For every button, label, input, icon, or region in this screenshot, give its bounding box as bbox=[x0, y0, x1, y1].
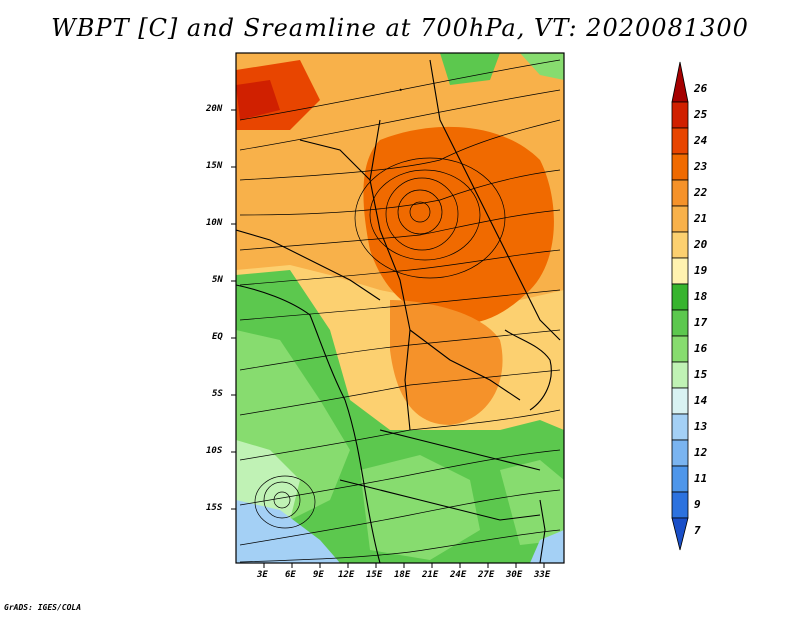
colorbar-swatch bbox=[671, 465, 689, 493]
colorbar-swatch bbox=[671, 257, 689, 285]
colorbar-label-15: 15 bbox=[694, 368, 708, 381]
southwest-light-blue bbox=[236, 500, 340, 563]
colorbar-swatch bbox=[671, 153, 689, 181]
lat-label-eq: EQ bbox=[212, 332, 223, 342]
colorbar-label-18: 18 bbox=[694, 290, 708, 303]
colorbar-swatch bbox=[671, 179, 689, 207]
colorbar-label-7: 7 bbox=[694, 524, 701, 537]
colorbar-swatch bbox=[671, 361, 689, 389]
colorbar-label-9: 9 bbox=[694, 498, 701, 511]
colorbar-label-11: 11 bbox=[694, 472, 708, 485]
colorbar-swatch bbox=[671, 101, 689, 129]
colorbar-swatch bbox=[671, 387, 689, 415]
colorbar-swatch bbox=[671, 335, 689, 363]
grads-credit: GrADS: IGES/COLA bbox=[4, 603, 82, 612]
colorbar-label-20: 20 bbox=[694, 238, 708, 251]
colorbar-label-17: 17 bbox=[694, 316, 708, 329]
map-frame bbox=[235, 52, 565, 564]
central-dark-orange bbox=[363, 126, 554, 324]
lat-label-5n: 5N bbox=[212, 275, 223, 285]
streamlines bbox=[239, 59, 561, 563]
colorbar-label-25: 25 bbox=[694, 108, 708, 121]
colorbar-label-24: 24 bbox=[694, 134, 708, 147]
colorbar-label-12: 12 bbox=[694, 446, 708, 459]
colorbar-swatch bbox=[671, 309, 689, 337]
colorbar-label-16: 16 bbox=[694, 342, 708, 355]
colorbar-label-19: 19 bbox=[694, 264, 708, 277]
lat-label-20n: 20N bbox=[206, 104, 223, 114]
lon-label-6e: 6E bbox=[285, 570, 296, 580]
colorbar-label-23: 23 bbox=[694, 160, 708, 173]
lon-label-30e: 30E bbox=[506, 570, 523, 580]
colorbar-label-26: 26 bbox=[694, 82, 708, 95]
lat-label-5s: 5S bbox=[212, 389, 223, 399]
lon-label-24e: 24E bbox=[450, 570, 467, 580]
lat-label-15n: 15N bbox=[206, 161, 223, 171]
chart-title: WBPT [C] and Sreamline at 700hPa, VT: 20… bbox=[51, 14, 749, 42]
colorbar-label-22: 22 bbox=[694, 186, 708, 199]
lat-label-10n: 10N bbox=[206, 218, 223, 228]
lon-label-12e: 12E bbox=[338, 570, 355, 580]
lat-ticks bbox=[231, 109, 236, 510]
lon-label-3e: 3E bbox=[257, 570, 268, 580]
colorbar-swatch bbox=[671, 283, 689, 311]
lon-label-27e: 27E bbox=[478, 570, 495, 580]
lon-label-33e: 33E bbox=[534, 570, 551, 580]
colorbar-swatch bbox=[671, 413, 689, 441]
lon-label-9e: 9E bbox=[313, 570, 324, 580]
lon-ticks bbox=[263, 563, 545, 568]
lon-label-15e: 15E bbox=[366, 570, 383, 580]
colorbar-label-21: 21 bbox=[694, 212, 708, 225]
colorbar-bottom-arrow bbox=[671, 517, 689, 551]
temperature-field bbox=[236, 53, 564, 563]
lon-label-18e: 18E bbox=[394, 570, 411, 580]
colorbar-swatch bbox=[671, 439, 689, 467]
colorbar-swatch bbox=[671, 491, 689, 519]
lon-label-21e: 21E bbox=[422, 570, 439, 580]
lat-label-10s: 10S bbox=[206, 446, 223, 456]
colorbar-swatch bbox=[671, 127, 689, 155]
colorbar-label-14: 14 bbox=[694, 394, 708, 407]
colorbar-top-arrow bbox=[671, 61, 689, 103]
colorbar-swatch bbox=[671, 205, 689, 233]
colorbar bbox=[671, 61, 689, 551]
lat-label-15s: 15S bbox=[206, 503, 223, 513]
country-borders bbox=[236, 59, 561, 563]
colorbar-swatch bbox=[671, 231, 689, 259]
colorbar-label-13: 13 bbox=[694, 420, 708, 433]
